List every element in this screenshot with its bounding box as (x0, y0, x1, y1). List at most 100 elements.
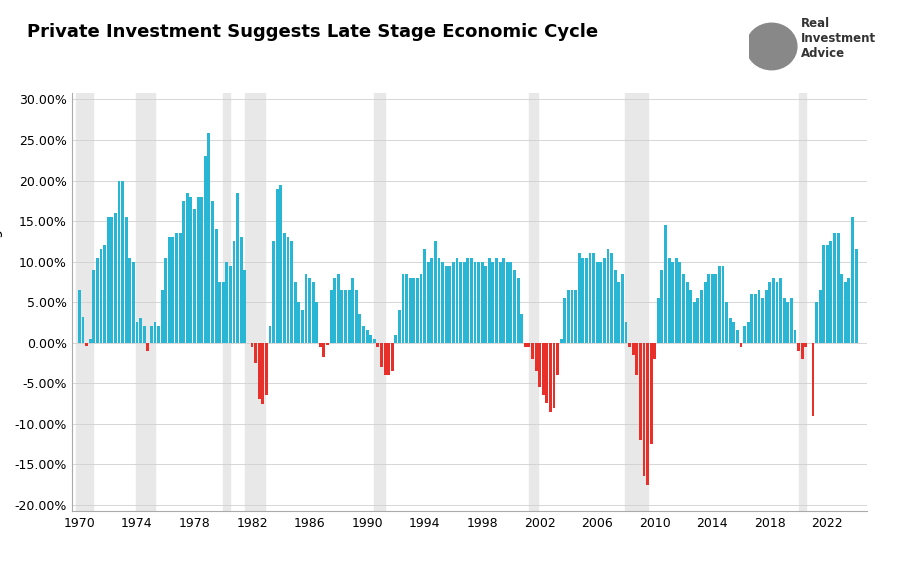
Bar (106, 217, 109, 343)
Bar (200, 197, 203, 343)
Bar (750, 294, 752, 343)
Bar (110, 217, 113, 343)
Bar (800, 343, 803, 359)
Bar (365, 331, 368, 343)
Bar (577, 253, 580, 343)
Bar (685, 282, 687, 343)
Bar (599, 261, 602, 343)
Bar (81, 317, 85, 343)
Bar (692, 302, 695, 343)
Bar (373, 93, 384, 511)
Bar (739, 343, 741, 347)
Bar (419, 274, 422, 343)
Bar (416, 278, 419, 343)
Bar (135, 322, 138, 343)
Bar (329, 290, 332, 343)
Bar (469, 257, 473, 343)
Bar (717, 266, 720, 343)
Bar (699, 290, 702, 343)
Bar (340, 290, 343, 343)
Bar (818, 290, 821, 343)
Bar (455, 257, 458, 343)
Bar (642, 343, 645, 476)
Bar (670, 261, 674, 343)
Bar (563, 298, 566, 343)
Bar (541, 343, 544, 395)
Bar (659, 270, 663, 343)
Bar (236, 193, 239, 343)
Bar (728, 318, 731, 343)
Bar (624, 322, 627, 343)
Y-axis label: Annual Percent Change: Annual Percent Change (0, 221, 4, 383)
Bar (344, 290, 346, 343)
Bar (768, 282, 770, 343)
Bar (168, 237, 170, 343)
Bar (103, 245, 106, 343)
Bar (347, 290, 350, 343)
Bar (706, 274, 709, 343)
Bar (703, 282, 705, 343)
Bar (603, 257, 605, 343)
Bar (85, 343, 88, 346)
Text: Real
Investment
Advice: Real Investment Advice (800, 17, 875, 60)
Bar (588, 253, 591, 343)
Bar (574, 290, 576, 343)
Bar (117, 181, 120, 343)
Bar (548, 343, 551, 411)
Bar (139, 318, 142, 343)
Bar (681, 274, 685, 343)
Bar (836, 233, 839, 343)
Bar (304, 274, 307, 343)
Bar (124, 217, 127, 343)
Bar (613, 270, 616, 343)
Bar (534, 343, 537, 371)
Bar (434, 241, 437, 343)
Bar (96, 257, 98, 343)
Bar (628, 343, 630, 347)
Bar (846, 278, 850, 343)
Bar (584, 257, 587, 343)
Bar (157, 327, 160, 343)
Bar (272, 241, 275, 343)
Bar (354, 290, 357, 343)
Bar (843, 282, 846, 343)
Bar (182, 201, 185, 343)
Bar (793, 331, 796, 343)
Bar (240, 237, 243, 343)
Bar (520, 314, 522, 343)
Bar (376, 343, 379, 347)
Bar (757, 290, 759, 343)
Bar (351, 278, 354, 343)
Bar (815, 302, 817, 343)
Bar (193, 209, 196, 343)
Bar (135, 93, 155, 511)
Bar (132, 261, 134, 343)
Bar (789, 298, 792, 343)
Bar (753, 294, 756, 343)
Bar (279, 185, 282, 343)
Bar (261, 343, 264, 404)
Bar (804, 343, 806, 347)
Bar (171, 237, 174, 343)
Bar (523, 343, 526, 347)
Bar (652, 343, 656, 359)
Bar (494, 257, 497, 343)
Bar (487, 257, 490, 343)
Bar (797, 93, 805, 511)
Bar (226, 261, 228, 343)
Bar (211, 201, 214, 343)
Bar (297, 302, 299, 343)
Text: Private Investment Suggests Late Stage Economic Cycle: Private Investment Suggests Late Stage E… (27, 23, 597, 41)
Bar (179, 233, 181, 343)
Bar (286, 237, 290, 343)
Bar (441, 261, 444, 343)
Bar (373, 339, 375, 343)
Bar (189, 197, 192, 343)
Bar (786, 302, 788, 343)
Bar (300, 310, 303, 343)
Bar (796, 343, 799, 351)
Bar (825, 245, 828, 343)
Bar (742, 327, 745, 343)
Bar (207, 134, 210, 343)
Bar (275, 189, 279, 343)
